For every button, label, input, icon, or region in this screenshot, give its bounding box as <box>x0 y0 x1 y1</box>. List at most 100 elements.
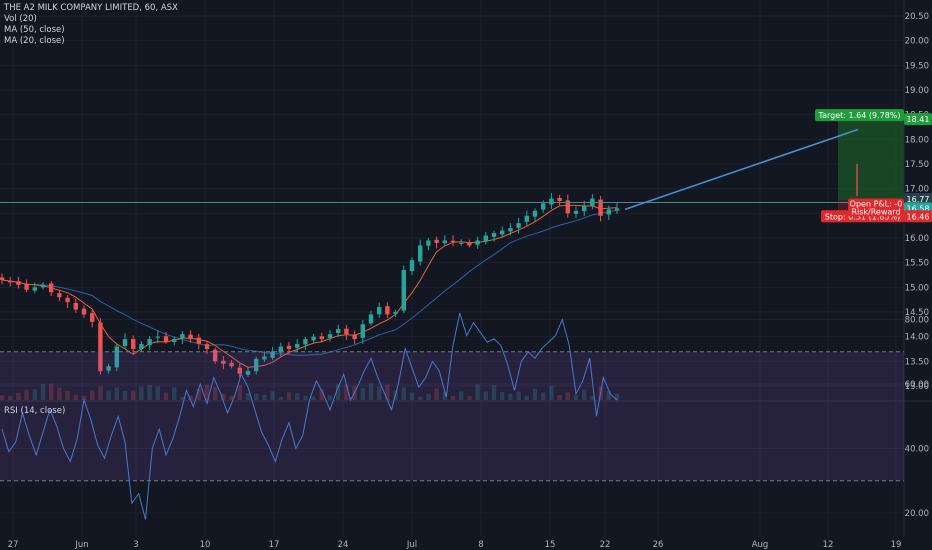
rsi-legend-label[interactable]: RSI (14, close) <box>4 406 66 416</box>
candle-body[interactable] <box>303 339 308 345</box>
ma50-legend[interactable]: MA (50, close) <box>4 25 65 35</box>
candle-body[interactable] <box>516 223 521 228</box>
time-axis: 27 Jun 3 10 17 24 Jul 8 15 22 26 Aug 12 19 <box>8 540 902 550</box>
candle-body[interactable] <box>368 314 374 324</box>
candle-body[interactable] <box>524 215 529 222</box>
volume-bar <box>344 384 349 400</box>
candle-body[interactable] <box>336 329 341 333</box>
candle-body[interactable] <box>24 284 29 290</box>
candle-body[interactable] <box>49 283 54 293</box>
entry-price-tag: 16.77 <box>907 195 930 204</box>
candle-body[interactable] <box>409 260 415 272</box>
candle-body[interactable] <box>606 209 611 215</box>
candle-body[interactable] <box>57 293 62 298</box>
vol-legend[interactable]: Vol (20) <box>4 14 37 24</box>
price-tick-label: 18.00 <box>905 135 929 145</box>
volume-bar <box>557 395 562 400</box>
candle-body[interactable] <box>582 205 587 212</box>
candle-body[interactable] <box>172 339 177 342</box>
candle-body[interactable] <box>81 308 87 315</box>
candle-body[interactable] <box>532 210 538 217</box>
volume-bar <box>491 385 497 400</box>
candle-body[interactable] <box>434 239 439 243</box>
candle-body[interactable] <box>196 337 201 345</box>
candle-body[interactable] <box>16 281 21 285</box>
candle-body[interactable] <box>491 233 497 237</box>
candle-body[interactable] <box>40 284 46 288</box>
candle-body[interactable] <box>229 362 234 367</box>
candle-body[interactable] <box>614 208 620 211</box>
candle-body[interactable] <box>319 336 324 340</box>
candle-body[interactable] <box>344 328 349 335</box>
candle-body[interactable] <box>483 235 488 242</box>
candle-body[interactable] <box>114 346 119 368</box>
candle-body[interactable] <box>73 302 78 310</box>
stop-price-tag: 16.46 <box>907 212 930 221</box>
candle-body[interactable] <box>295 344 300 348</box>
candle-body[interactable] <box>401 270 406 311</box>
candle-body[interactable] <box>450 240 456 242</box>
target-label: Target: 1.64 (9.78%) <box>818 111 901 120</box>
candle-body[interactable] <box>573 210 579 214</box>
candle-body[interactable] <box>270 351 275 358</box>
candle-body[interactable] <box>385 306 390 315</box>
candle-body[interactable] <box>163 336 169 342</box>
ma20-legend[interactable]: MA (20, close) <box>4 36 65 46</box>
candle-body[interactable] <box>360 324 365 338</box>
volume-bar <box>532 388 538 400</box>
candle-body[interactable] <box>139 344 144 350</box>
candle-body[interactable] <box>459 242 464 244</box>
candle-body[interactable] <box>352 334 357 340</box>
open-pl-label: Open P&L: -0 <box>850 200 903 209</box>
candle-body[interactable] <box>541 203 546 210</box>
candle-body[interactable] <box>213 349 218 362</box>
candle-body[interactable] <box>475 240 480 245</box>
open-pl-box[interactable] <box>848 198 904 217</box>
candle-body[interactable] <box>565 200 570 214</box>
candle-body[interactable] <box>0 277 5 280</box>
candle-body[interactable] <box>90 313 95 322</box>
candle-body[interactable] <box>418 245 423 262</box>
candle-body[interactable] <box>377 307 382 315</box>
candle-body[interactable] <box>327 334 333 338</box>
candle-body[interactable] <box>262 356 267 360</box>
target-price-tag: 18.41 <box>907 115 930 124</box>
candle-body[interactable] <box>508 228 513 232</box>
candle-body[interactable] <box>557 197 562 201</box>
candle-body[interactable] <box>311 336 316 341</box>
candle-body[interactable] <box>442 240 447 244</box>
symbol-title[interactable]: THE A2 MILK COMPANY LIMITED, 60, ASX <box>4 3 178 13</box>
candle-body[interactable] <box>245 371 251 375</box>
candle-body[interactable] <box>65 297 70 303</box>
candle-body[interactable] <box>8 280 13 283</box>
candle-body[interactable] <box>500 230 505 235</box>
candle-body[interactable] <box>188 334 193 340</box>
candle-body[interactable] <box>204 344 210 349</box>
volume-bar <box>139 386 144 400</box>
candle-body[interactable] <box>426 240 431 246</box>
candle-body[interactable] <box>98 322 103 372</box>
candle-body[interactable] <box>286 345 292 349</box>
volume-bar <box>8 395 13 400</box>
candle-body[interactable] <box>180 334 185 339</box>
candle-body[interactable] <box>467 242 472 246</box>
candle-body[interactable] <box>155 336 160 338</box>
candle-body[interactable] <box>237 367 242 374</box>
candle-body[interactable] <box>147 339 152 346</box>
candle-body[interactable] <box>106 366 111 371</box>
candle-body[interactable] <box>254 358 259 372</box>
rsi-tick-label: 80.00 <box>905 316 929 326</box>
candle-body[interactable] <box>131 339 136 349</box>
candle-body[interactable] <box>549 198 554 205</box>
time-tick-label: 26 <box>653 540 664 550</box>
volume-bar <box>377 386 382 400</box>
price-tick-label: 17.00 <box>905 185 929 195</box>
candle-body[interactable] <box>32 287 37 291</box>
candle-body[interactable] <box>221 360 226 364</box>
candle-body[interactable] <box>393 311 398 314</box>
candle-body[interactable] <box>122 339 128 347</box>
candle-body[interactable] <box>598 199 603 216</box>
candle-body[interactable] <box>278 346 283 353</box>
